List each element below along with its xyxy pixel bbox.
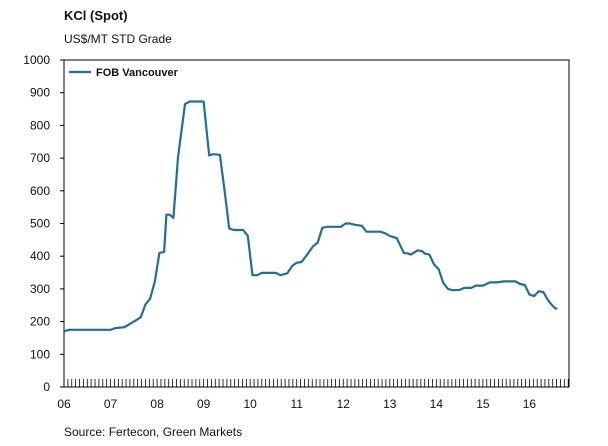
x-tick-label: 14 (430, 397, 444, 411)
x-tick-label: 11 (290, 397, 303, 411)
y-tick-label: 0 (43, 380, 50, 394)
x-tick-label: 16 (523, 397, 537, 411)
x-tick-label: 07 (104, 397, 118, 411)
x-tick-label: 09 (197, 397, 211, 411)
y-tick-label: 300 (30, 282, 50, 296)
y-tick-label: 500 (30, 217, 50, 231)
y-tick-label: 100 (30, 347, 50, 361)
y-tick-label: 700 (30, 151, 50, 165)
y-tick-label: 800 (30, 118, 50, 132)
series-line-fob-vancouver (63, 100, 558, 333)
y-tick-label: 200 (30, 315, 50, 329)
chart-subtitle: US$/MT STD Grade (64, 32, 172, 46)
x-tick-label: 13 (383, 397, 397, 411)
legend-label: FOB Vancouver (96, 67, 179, 79)
x-tick-label: 10 (243, 397, 257, 411)
y-tick-label: 1000 (23, 53, 50, 67)
y-tick-label: 400 (30, 249, 50, 263)
y-tick-label: 900 (30, 86, 50, 100)
x-tick-label: 06 (57, 397, 71, 411)
x-tick-label: 15 (476, 397, 490, 411)
plot-frame (63, 59, 570, 388)
source-note: Source: Fertecon, Green Markets (64, 425, 243, 439)
x-tick-label: 12 (337, 397, 351, 411)
chart-title: KCl (Spot) (64, 8, 128, 23)
x-tick-label: 08 (150, 397, 164, 411)
y-tick-label: 600 (30, 184, 50, 198)
